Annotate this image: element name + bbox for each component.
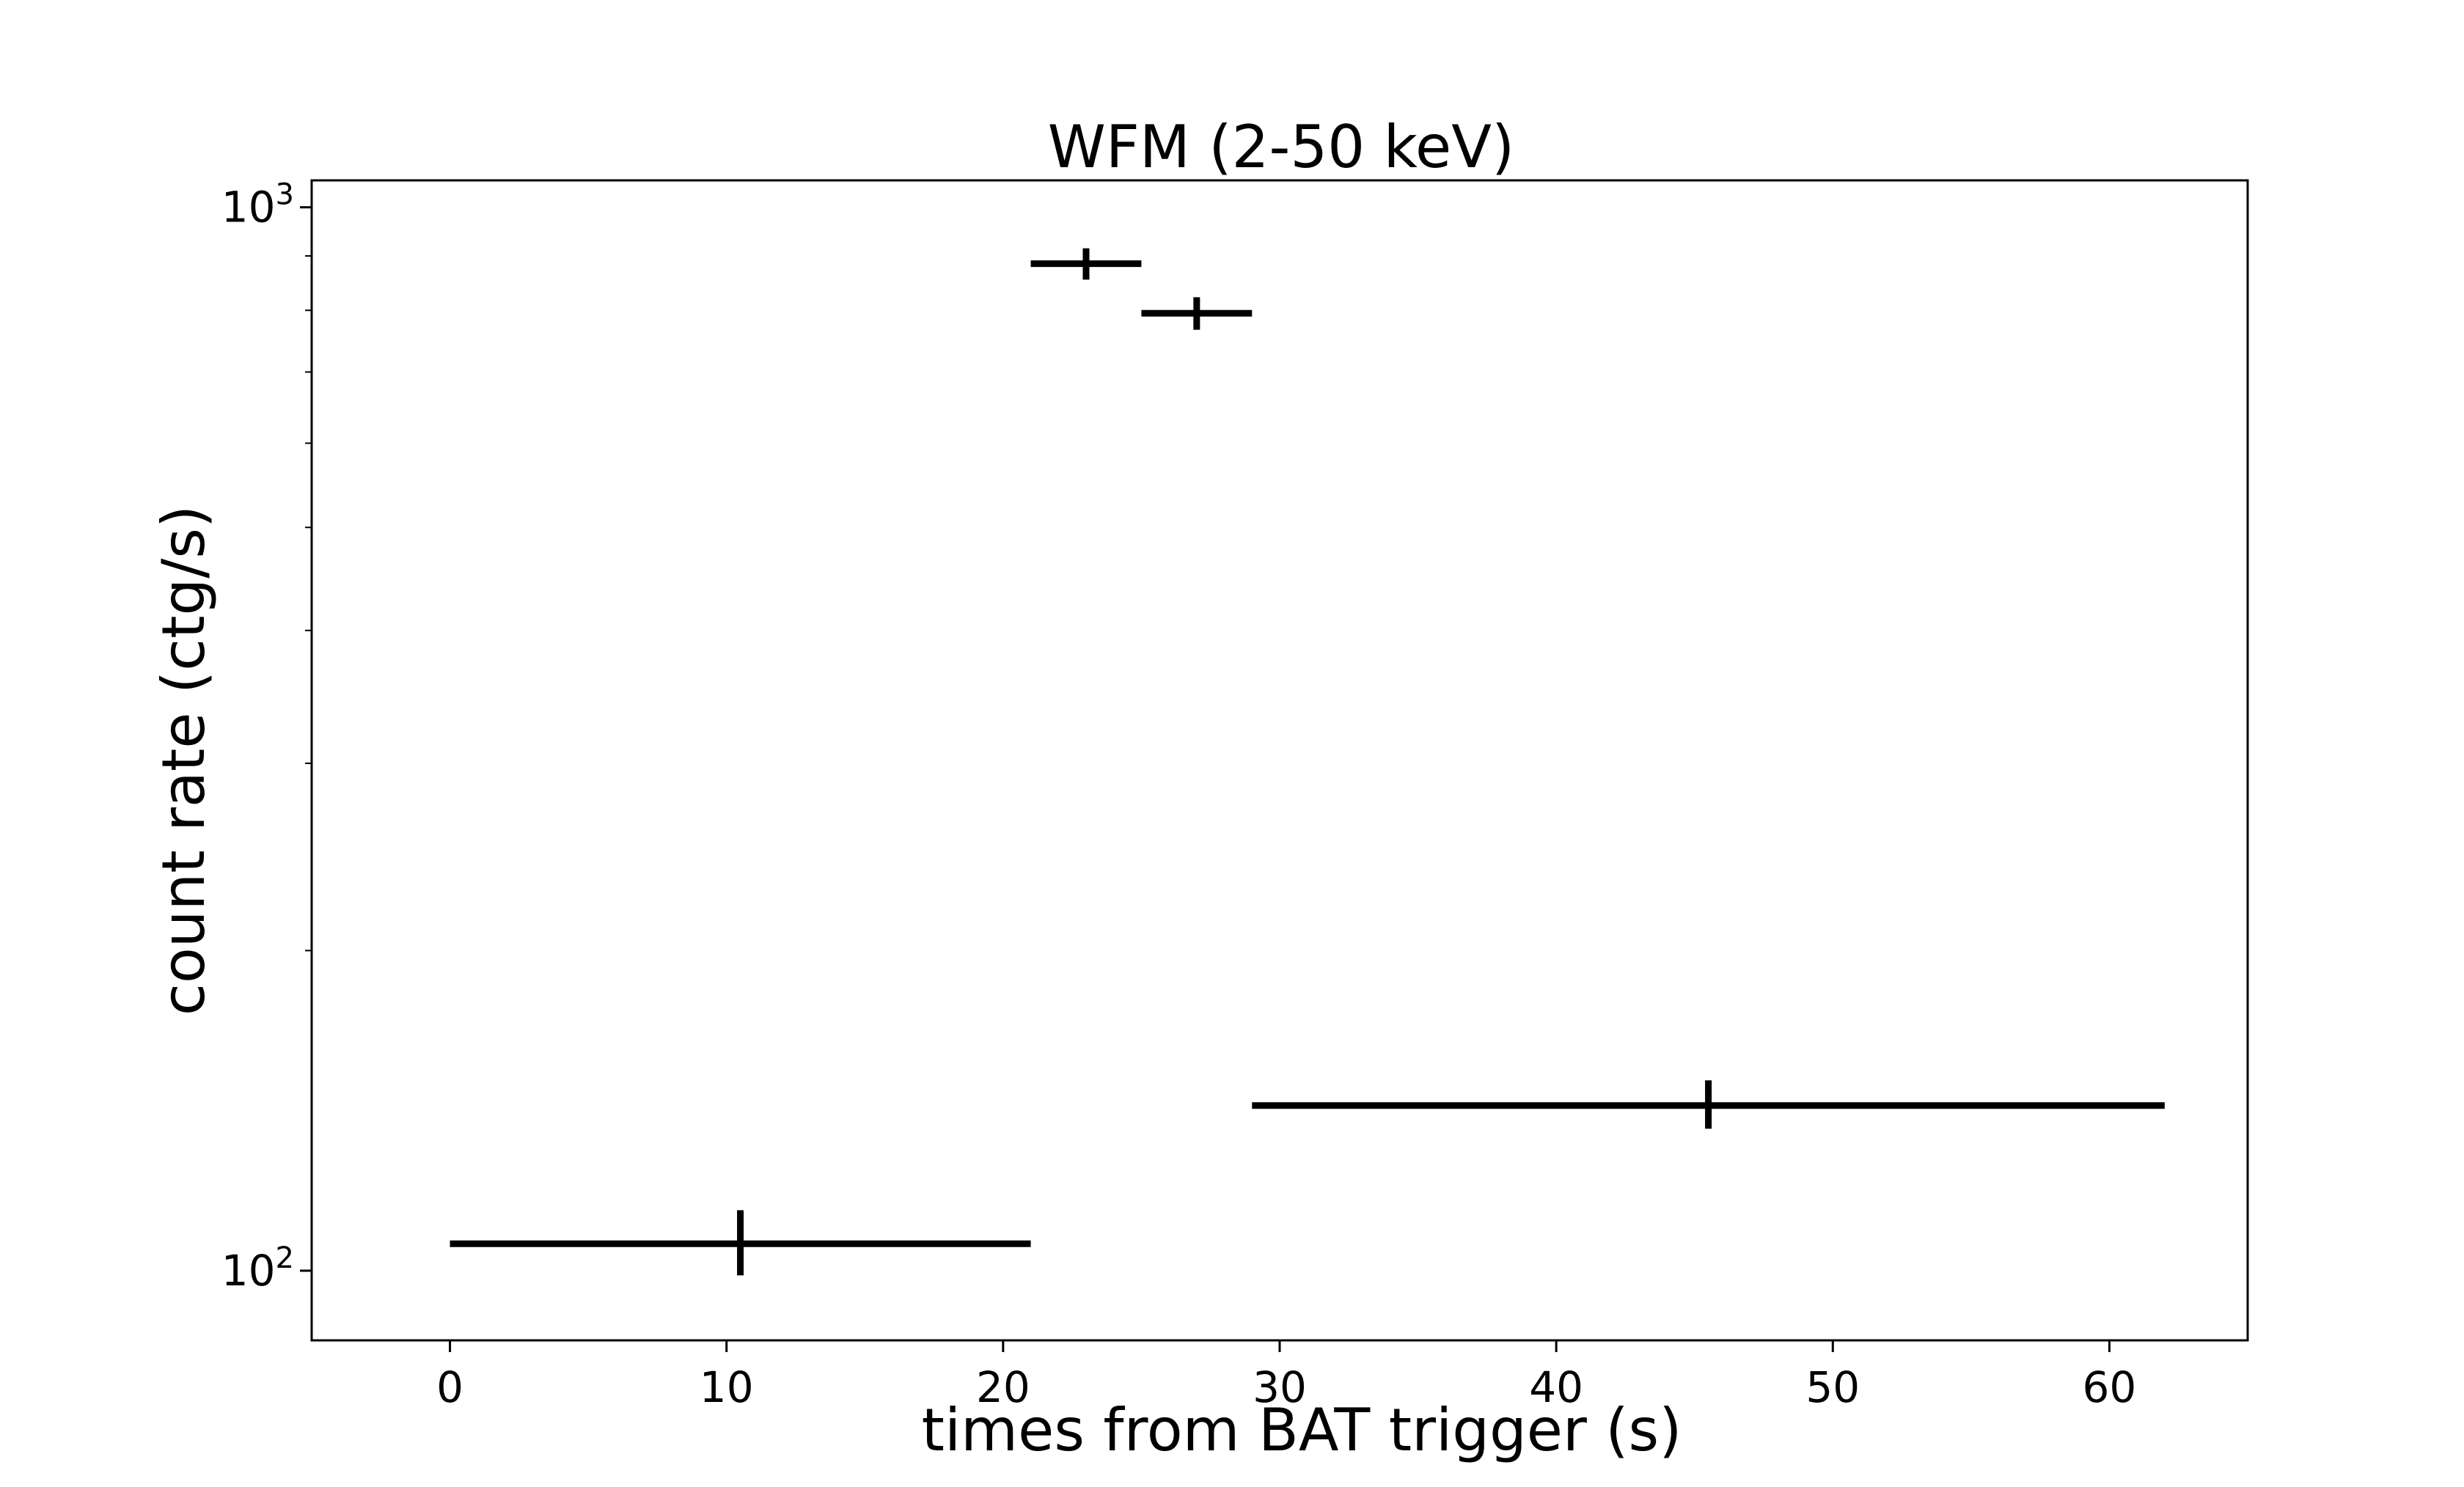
x-axis-label: times from BAT trigger (s)	[922, 1396, 1682, 1464]
data-point	[450, 1210, 1031, 1276]
x-tick-label: 50	[1805, 1362, 1860, 1412]
x-tick-label: 10	[700, 1362, 754, 1412]
plot-frame	[310, 179, 2249, 1342]
x-tick-label: 0	[436, 1362, 463, 1412]
x-tick-label: 20	[976, 1362, 1030, 1412]
x-axis: 0 10 20 30 40 50 60	[436, 1340, 2136, 1412]
data-point	[1030, 248, 1142, 280]
y-axis: 102 103	[221, 178, 312, 1296]
y-axis-label: count rate (ctg/s)	[150, 505, 218, 1016]
y-tick-label: 102	[221, 1241, 294, 1296]
data-point	[1141, 297, 1253, 330]
chart-title: WFM (2-50 keV)	[1048, 113, 1514, 181]
y-tick-label: 103	[221, 178, 294, 232]
x-tick-label: 40	[1529, 1362, 1583, 1412]
data-series	[450, 248, 2165, 1276]
x-tick-label: 30	[1253, 1362, 1307, 1412]
data-point	[1252, 1080, 2165, 1129]
x-tick-label: 60	[2083, 1362, 2137, 1412]
